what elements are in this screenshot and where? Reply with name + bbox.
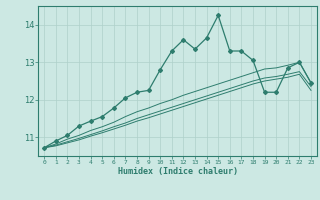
X-axis label: Humidex (Indice chaleur): Humidex (Indice chaleur) <box>118 167 238 176</box>
